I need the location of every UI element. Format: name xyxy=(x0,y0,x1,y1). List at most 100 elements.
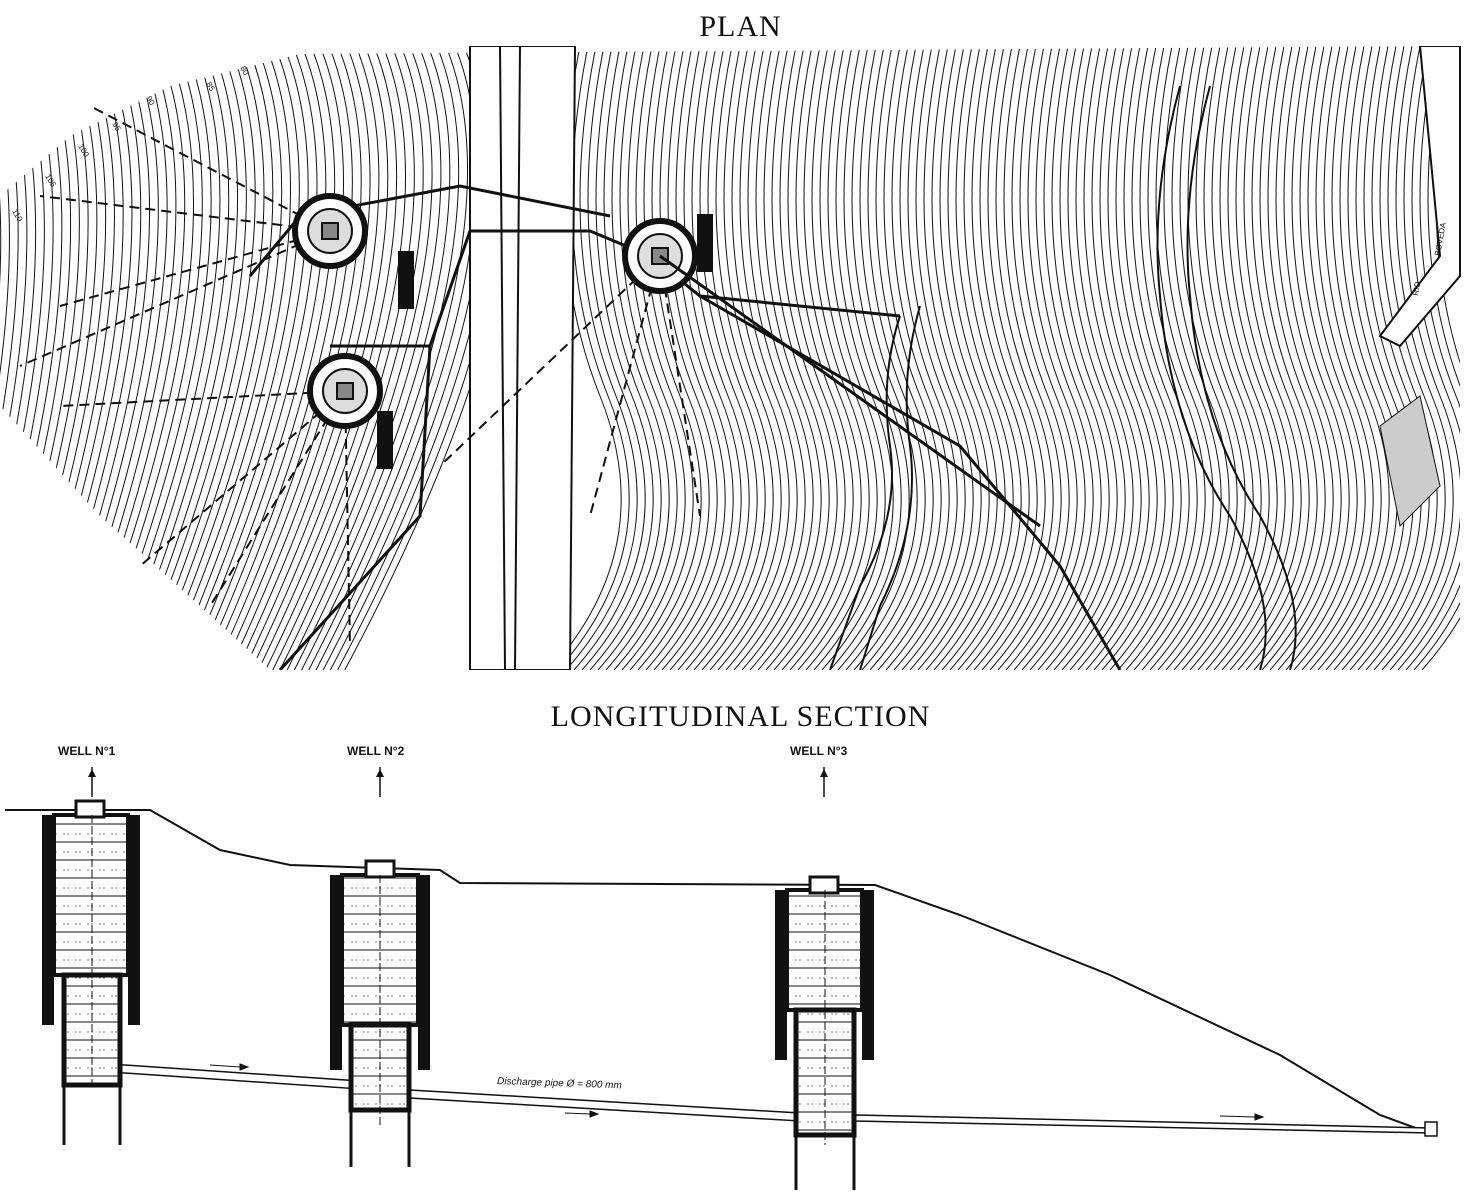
contour-line xyxy=(1309,46,1382,670)
contour-line xyxy=(989,46,1062,670)
contour-line xyxy=(1117,46,1190,670)
contour-line xyxy=(893,46,966,670)
contour-line xyxy=(0,46,80,670)
contour-line xyxy=(236,46,380,670)
plan-title: PLAN xyxy=(699,10,782,43)
contour-line xyxy=(909,46,982,670)
contour-line xyxy=(1149,46,1222,670)
contour-line xyxy=(1029,46,1102,670)
contour-line xyxy=(56,46,159,670)
contour-line xyxy=(669,46,742,670)
contour-line xyxy=(1277,46,1350,670)
section-title: LONGITUDINAL SECTION xyxy=(550,700,931,733)
contour-line xyxy=(1069,46,1142,670)
contour-line xyxy=(597,46,670,670)
contour-line xyxy=(613,46,686,670)
well-label: WELL N°1 xyxy=(58,744,116,758)
contour-line xyxy=(701,46,774,670)
contour-line xyxy=(49,46,151,670)
contour-line xyxy=(1373,46,1446,670)
ground-profile xyxy=(5,809,1436,1136)
contour-line xyxy=(749,46,822,670)
contour-line xyxy=(1381,46,1454,670)
contour-line xyxy=(1293,46,1366,670)
contour-line xyxy=(164,46,292,670)
contour-line xyxy=(1245,46,1318,670)
pipe-label: Discharge pipe Ø = 800 mm xyxy=(497,1076,622,1091)
contour-line xyxy=(63,46,168,670)
contour-line xyxy=(605,46,678,670)
contour-line xyxy=(1061,46,1134,670)
well-1-plan xyxy=(292,193,368,269)
contour-line xyxy=(917,46,990,670)
contour-line xyxy=(128,46,247,670)
contour-line xyxy=(581,46,654,670)
contour-line xyxy=(85,46,194,670)
contour-line xyxy=(965,46,1038,670)
contour-line xyxy=(1269,46,1342,670)
contour-line xyxy=(243,46,389,670)
contour-line xyxy=(301,46,460,670)
contour-line xyxy=(645,46,718,670)
contour-line xyxy=(981,46,1054,670)
contour-line xyxy=(1229,46,1302,670)
contour-line xyxy=(1389,46,1460,670)
contour-line xyxy=(733,46,806,670)
contour-line xyxy=(1365,46,1438,670)
contour-line xyxy=(901,46,974,670)
well-label: WELL N°3 xyxy=(790,744,848,758)
contour-line xyxy=(1013,46,1086,670)
contour-line xyxy=(1165,46,1238,670)
contour-line xyxy=(637,46,710,670)
contour-line xyxy=(573,46,646,670)
contour-line xyxy=(1005,46,1078,670)
contour-line xyxy=(973,46,1046,670)
contour-line xyxy=(741,46,814,670)
contour-line xyxy=(957,46,1030,670)
contour-line xyxy=(829,46,902,670)
winding-road xyxy=(829,85,1297,670)
discharge-pipe-section xyxy=(109,1063,1431,1134)
contour-line xyxy=(0,46,10,670)
contour-line xyxy=(725,46,798,670)
flow-arrows xyxy=(209,1063,1265,1121)
contour-line xyxy=(693,46,766,670)
contour-line xyxy=(257,46,406,670)
contour-line xyxy=(997,46,1070,670)
contour-line xyxy=(1037,46,1110,670)
contour-line xyxy=(765,46,838,670)
contour-line xyxy=(1109,46,1182,670)
well-1-section: WELL N°1 xyxy=(42,744,140,1145)
contour-line xyxy=(853,46,926,670)
contour-line xyxy=(149,46,274,670)
contour-line xyxy=(1261,46,1334,670)
contour-label: 90 xyxy=(144,95,157,108)
contour-label: 110 xyxy=(10,208,24,224)
contour-line xyxy=(1133,46,1206,670)
contour-line xyxy=(106,46,221,670)
contour-line xyxy=(113,46,230,670)
contour-line xyxy=(0,46,63,670)
contour-label: 105 xyxy=(43,173,58,190)
contour-line xyxy=(797,46,870,670)
contour-line xyxy=(1173,46,1246,670)
contour-line xyxy=(709,46,782,670)
contour-line xyxy=(1021,46,1094,670)
contour-line xyxy=(1357,46,1430,670)
contour-line xyxy=(813,46,886,670)
contour-line xyxy=(885,46,958,670)
contour-line xyxy=(27,46,124,670)
contour-line xyxy=(1045,46,1118,670)
contour-line xyxy=(135,46,256,670)
outlet-structure xyxy=(1424,1121,1438,1137)
contour-line xyxy=(34,46,133,670)
contour-line xyxy=(861,46,934,670)
contour-line xyxy=(250,46,398,670)
contour-line xyxy=(1141,46,1214,670)
contour-line xyxy=(157,46,283,670)
well-2-section: WELL N°2 xyxy=(330,744,430,1167)
contour-line xyxy=(789,46,862,670)
contour-line xyxy=(229,46,371,670)
contour-line xyxy=(1253,46,1326,670)
contour-line xyxy=(925,46,998,670)
